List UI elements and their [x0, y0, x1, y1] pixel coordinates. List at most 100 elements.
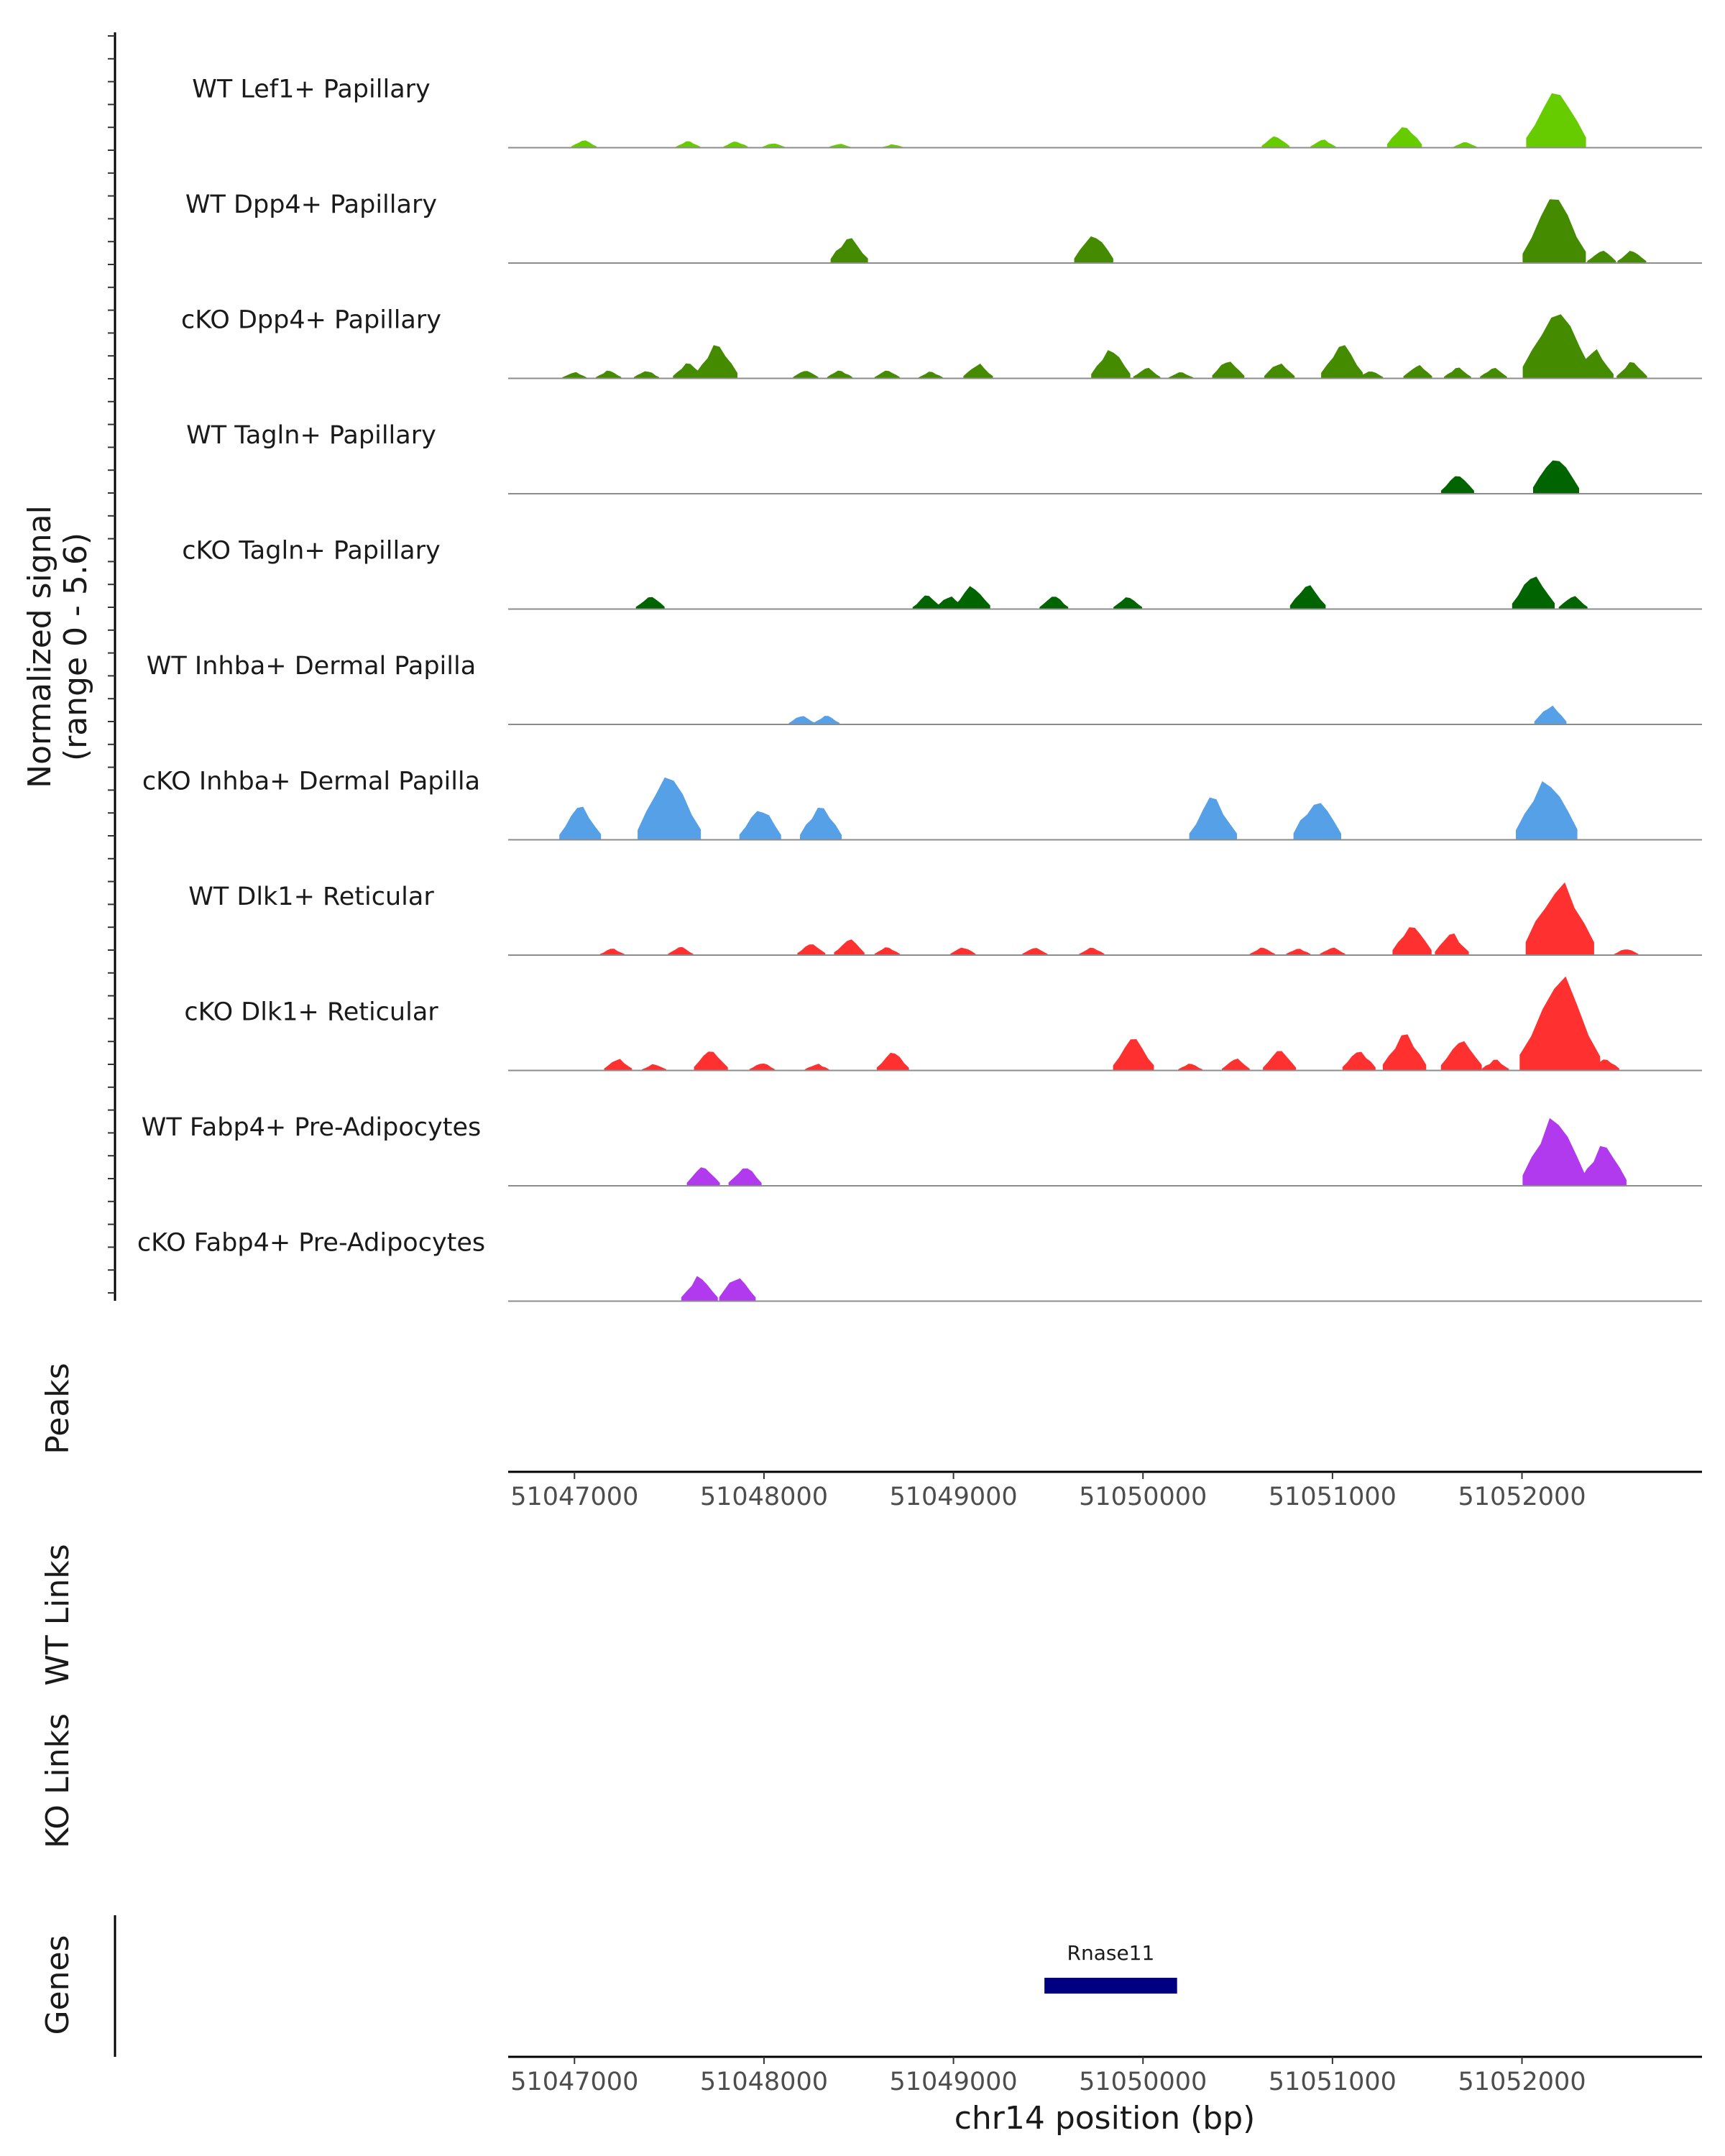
coverage-peak: [1616, 361, 1647, 379]
coverage-peak: [1169, 372, 1193, 379]
coverage-peak: [686, 1167, 720, 1186]
coverage-peak: [1574, 349, 1614, 379]
track-2: WT Dpp4+ Papillary: [185, 190, 1702, 264]
coverage-peak: [600, 949, 625, 955]
x-tick-label: 51048000: [700, 1483, 828, 1511]
coverage-peak: [1320, 947, 1346, 955]
x-tick-label: 51049000: [890, 1483, 1018, 1511]
coverage-peak: [1113, 597, 1143, 609]
coverage-peak: [1516, 781, 1578, 840]
track-5: cKO Tagln+ Papillary: [182, 537, 1702, 610]
coverage-peak: [604, 1059, 632, 1071]
coverage-peak: [874, 947, 900, 955]
coverage-peak: [562, 372, 587, 379]
coverage-peak: [1074, 236, 1113, 263]
gene-body: [1044, 1978, 1177, 1994]
wt-links-panel-label: WT Links: [40, 1544, 76, 1685]
coverage-peak: [874, 370, 900, 379]
coverage-peak: [1293, 803, 1341, 840]
coverage-peak: [723, 142, 748, 148]
track-label: cKO Tagln+ Papillary: [182, 537, 441, 566]
coverage-peak: [1453, 142, 1477, 148]
track-label: WT Lef1+ Papillary: [192, 75, 431, 104]
coverage-peak: [788, 716, 815, 724]
coverage-peak: [696, 345, 737, 379]
track-6: WT Inhba+ Dermal Papilla: [147, 652, 1702, 725]
coverage-peak: [1310, 139, 1336, 148]
coverage-peak: [681, 1276, 718, 1302]
x-tick-label: 51049000: [890, 2068, 1018, 2096]
coverage-peak: [813, 716, 840, 724]
coverage-peak: [804, 1064, 829, 1071]
track-11: cKO Fabp4+ Pre-Adipocytes: [137, 1229, 1702, 1302]
coverage-peak: [1522, 199, 1586, 263]
track-label: cKO Dpp4+ Papillary: [181, 306, 441, 335]
coverage-peak: [1189, 797, 1237, 840]
coverage-peak: [1403, 364, 1432, 379]
coverage-peak: [1481, 1059, 1509, 1071]
coverage-peak: [559, 806, 602, 840]
track-label: WT Tagln+ Papillary: [186, 421, 436, 450]
coverage-peak: [1286, 949, 1311, 955]
x-tick-label: 51052000: [1458, 1483, 1586, 1511]
coverage-peak: [719, 1278, 756, 1302]
coverage-peak: [881, 144, 904, 148]
coverage-peak: [963, 363, 993, 379]
y-axis-title: Normalized signal (range 0 - 5.6): [22, 505, 94, 788]
track-label: cKO Inhba+ Dermal Papilla: [142, 768, 480, 796]
coverage-peak: [739, 811, 781, 840]
coverage-peak: [1133, 367, 1161, 379]
coverage-peak: [1358, 372, 1384, 379]
coverage-peak: [1249, 947, 1275, 955]
coverage-peak: [1480, 367, 1507, 379]
track-7: cKO Inhba+ Dermal Papilla: [142, 768, 1702, 841]
coverage-peak: [1263, 1051, 1297, 1071]
coverage-peak: [1558, 596, 1588, 609]
coverage-peak: [728, 1168, 762, 1186]
coverage-peak: [834, 939, 865, 955]
coverage-peak: [762, 143, 786, 148]
coverage-peak: [1580, 1146, 1627, 1186]
coverage-peak: [793, 371, 819, 379]
track-label: cKO Fabp4+ Pre-Adipocytes: [137, 1229, 485, 1258]
coverage-peak: [1342, 1051, 1376, 1071]
coverage-peak: [1526, 93, 1586, 148]
track-label: WT Fabp4+ Pre-Adipocytes: [142, 1113, 481, 1142]
coverage-peak: [1382, 1034, 1427, 1071]
x-axis-title: chr14 position (bp): [954, 2100, 1256, 2137]
coverage-peak: [1212, 361, 1245, 379]
coverage-peak: [694, 1051, 728, 1071]
x-tick-label: 51047000: [510, 2068, 638, 2096]
coverage-peak: [1261, 136, 1290, 148]
coverage-peak: [1444, 367, 1471, 379]
peaks-panel-label: Peaks: [40, 1363, 76, 1454]
gene-annotations: Rnase11: [1044, 1941, 1177, 1994]
coverage-peak: [1587, 250, 1616, 263]
coverage-peak: [1525, 882, 1594, 955]
coverage-peak: [950, 947, 976, 955]
x-tick-label: 51047000: [510, 1483, 638, 1511]
coverage-peak: [918, 372, 943, 379]
coverage-peak: [827, 370, 852, 379]
track-3: cKO Dpp4+ Papillary: [181, 306, 1702, 379]
track-4: WT Tagln+ Papillary: [186, 421, 1702, 494]
coverage-peak: [1614, 949, 1639, 955]
coverage-peak: [830, 238, 868, 263]
genes-panel-label: Genes: [40, 1935, 76, 2035]
x-tick-label: 51051000: [1269, 1483, 1397, 1511]
peaks-x-ticks: 51047000 51048000 51049000 51050000 51051000…: [510, 1472, 1586, 1511]
coverage-peak: [1440, 476, 1474, 494]
coverage-peak: [1617, 251, 1647, 263]
coverage-peak: [1435, 933, 1469, 955]
coverage-peak: [1264, 363, 1295, 379]
x-tick-label: 51050000: [1079, 1483, 1207, 1511]
coverage-peak: [1386, 127, 1422, 148]
coverage-peak: [828, 144, 852, 148]
track-label: cKO Dlk1+ Reticular: [184, 998, 438, 1027]
coverage-peak: [642, 1064, 666, 1071]
coverage-peak: [1512, 576, 1555, 609]
coverage-peak: [1440, 1041, 1482, 1071]
track-label: WT Dlk1+ Reticular: [188, 883, 434, 911]
track-10: WT Fabp4+ Pre-Adipocytes: [142, 1113, 1702, 1187]
